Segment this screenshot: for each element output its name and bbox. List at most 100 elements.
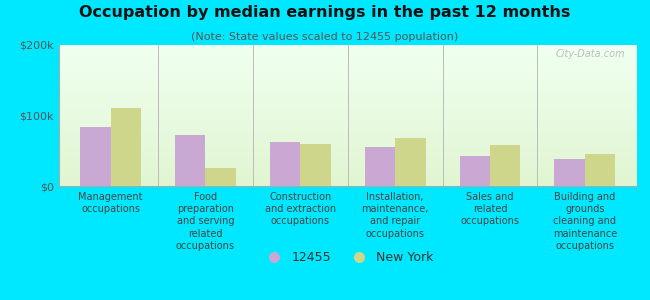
Bar [58,158,637,159]
Bar [58,122,637,124]
Bar [58,117,637,118]
Bar [58,145,637,146]
Bar [58,159,637,160]
Bar [58,65,637,66]
Bar [58,176,637,178]
Bar [58,101,637,103]
Bar [58,152,637,154]
Bar [58,103,637,104]
Bar [58,51,637,52]
Bar [460,156,490,186]
Bar [58,138,637,140]
Bar [58,144,637,145]
Bar [554,159,585,186]
Bar [58,109,637,110]
Bar [58,62,637,63]
Bar [58,86,637,87]
Bar [58,46,637,48]
Bar [58,120,637,121]
Bar [270,142,300,186]
Bar [58,184,637,186]
Bar [58,170,637,172]
Bar [58,93,637,94]
Bar [58,100,637,101]
Bar [58,92,637,93]
Bar [58,85,637,86]
Bar [58,87,637,89]
Bar [58,121,637,122]
Bar [58,94,637,96]
Bar [58,169,637,170]
Bar [58,168,637,169]
Bar [58,69,637,70]
Text: City-Data.com: City-Data.com [556,49,625,59]
Bar [58,125,637,127]
Bar [58,162,637,164]
Text: (Note: State values scaled to 12455 population): (Note: State values scaled to 12455 popu… [191,32,459,41]
Bar [58,76,637,77]
Bar [58,118,637,120]
Bar [58,127,637,128]
Bar [58,80,637,82]
Bar [58,180,637,182]
Bar [58,130,637,131]
Bar [490,145,521,186]
Bar [58,72,637,73]
Bar [58,113,637,114]
Bar [58,128,637,130]
Bar [58,141,637,142]
Bar [58,151,637,152]
Bar [58,110,637,111]
Bar [58,131,637,132]
Bar [58,134,637,135]
Bar [58,70,637,72]
Bar [58,149,637,151]
Bar [58,111,637,113]
Bar [58,73,637,75]
Bar [58,66,637,68]
Bar [58,183,637,184]
Bar [58,179,637,180]
Bar [58,55,637,56]
Bar [58,58,637,59]
Bar [58,59,637,61]
Bar [58,114,637,116]
Bar [58,132,637,134]
Bar [58,82,637,83]
Bar [58,61,637,62]
Bar [58,135,637,137]
Bar [58,175,637,176]
Bar [58,154,637,155]
Bar [58,148,637,149]
Bar [58,164,637,165]
Bar [58,96,637,97]
Bar [58,53,637,55]
Bar [58,48,637,49]
Bar [58,156,637,158]
Bar [111,108,141,186]
Bar [58,178,637,179]
Bar [58,172,637,173]
Bar [58,99,637,100]
Bar [58,116,637,117]
Bar [58,106,637,107]
Bar [205,168,236,186]
Bar [58,63,637,65]
Bar [58,52,637,53]
Bar [58,68,637,69]
Bar [395,138,426,186]
Bar [58,97,637,99]
Bar [58,160,637,162]
Bar [58,165,637,166]
Bar [175,135,205,186]
Bar [58,83,637,85]
Bar [58,146,637,148]
Bar [58,155,637,156]
Bar [58,104,637,106]
Bar [300,144,331,186]
Legend: 12455, New York: 12455, New York [262,251,434,264]
Bar [58,124,637,125]
Bar [585,154,615,186]
Bar [81,128,110,186]
Bar [58,182,637,183]
